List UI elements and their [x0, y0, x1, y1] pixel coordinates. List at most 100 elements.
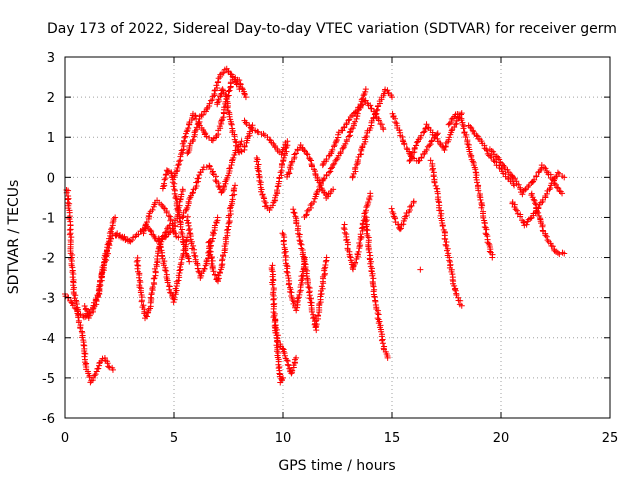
data-point-trace-12	[232, 182, 239, 189]
data-point-trace-12	[214, 276, 221, 283]
data-point-trace-7	[161, 180, 168, 187]
data-point-trace-23	[367, 190, 374, 197]
data-point-trace-12	[210, 268, 217, 275]
data-point-trace-28	[423, 121, 430, 128]
data-point-trace-33	[512, 206, 519, 213]
data-point-trace-35	[417, 266, 424, 273]
data-point-trace-18	[285, 275, 292, 282]
data-point-trace-32	[552, 181, 559, 188]
data-point-trace-21	[327, 168, 334, 175]
chart-title: Day 173 of 2022, Sidereal Day-to-day VTE…	[47, 21, 617, 37]
data-point-trace-20	[322, 258, 329, 265]
data-point-trace-32	[533, 173, 540, 180]
data-point-trace-28	[420, 129, 427, 136]
data-point-trace-20	[306, 289, 313, 296]
data-point-trace-10	[195, 175, 202, 182]
data-point-trace-7	[171, 180, 178, 187]
data-point-trace-33	[552, 174, 559, 181]
data-point-trace-0	[105, 363, 112, 370]
data-point-trace-16	[280, 374, 286, 381]
data-point-trace-21	[358, 96, 365, 103]
y-tick-label: -1	[42, 211, 55, 226]
data-point-trace-8	[181, 134, 188, 141]
y-tick-label: 2	[47, 91, 55, 106]
data-point-trace-27	[388, 205, 395, 212]
data-point-trace-24	[369, 272, 376, 279]
data-point-trace-25	[370, 114, 377, 121]
data-point-trace-32	[555, 185, 562, 192]
data-point-trace-23	[341, 229, 348, 236]
data-point-trace-10	[209, 170, 216, 177]
data-point-trace-25	[355, 156, 362, 163]
data-point-trace-12	[212, 271, 219, 278]
data-point-trace-33	[556, 170, 563, 177]
data-point-trace-20	[296, 237, 303, 244]
data-point-trace-32	[513, 178, 520, 185]
data-point-trace-20	[301, 260, 308, 267]
data-point-trace-10	[230, 154, 237, 161]
data-point-trace-3	[122, 237, 129, 244]
data-point-trace-26	[401, 141, 408, 148]
data-point-trace-27	[410, 198, 417, 205]
data-point-trace-22	[367, 102, 374, 109]
data-point-trace-32	[541, 164, 548, 171]
data-point-trace-20	[300, 253, 307, 260]
data-point-trace-22	[378, 121, 385, 128]
data-point-trace-22	[333, 138, 340, 145]
data-point-trace-26	[423, 147, 430, 154]
x-tick-label: 0	[61, 431, 69, 446]
data-point-trace-30	[459, 121, 466, 128]
data-point-trace-29	[455, 294, 462, 301]
data-point-trace-3	[172, 230, 179, 237]
data-point-trace-6	[171, 294, 178, 301]
data-point-trace-15	[278, 160, 285, 167]
data-point-trace-30	[476, 192, 483, 199]
data-point-trace-0	[80, 342, 87, 349]
data-point-trace-9	[236, 86, 243, 93]
data-point-trace-10	[212, 177, 219, 184]
data-point-trace-14	[243, 120, 250, 127]
data-point-trace-0	[92, 371, 99, 378]
data-point-trace-28	[424, 124, 431, 131]
data-point-trace-23	[346, 253, 353, 260]
data-point-trace-10	[229, 157, 236, 164]
data-point-trace-2	[97, 277, 104, 284]
data-point-trace-0	[77, 325, 84, 332]
data-point-trace-19	[303, 150, 310, 157]
data-point-trace-4	[147, 294, 154, 301]
data-point-trace-10	[238, 138, 245, 145]
data-point-trace-26	[393, 120, 400, 127]
data-point-trace-3	[112, 231, 119, 238]
data-point-trace-21	[326, 169, 333, 176]
data-point-trace-33	[554, 169, 561, 176]
data-point-trace-9	[189, 138, 196, 145]
data-point-trace-23	[361, 210, 368, 217]
data-point-trace-19	[297, 142, 304, 149]
data-point-trace-29	[458, 302, 465, 309]
data-point-trace-9	[184, 150, 191, 157]
data-point-trace-0	[75, 314, 82, 321]
data-point-trace-24	[366, 249, 373, 256]
data-point-trace-25	[363, 133, 370, 140]
data-point-trace-30	[475, 187, 482, 194]
data-point-trace-4	[149, 284, 156, 291]
data-point-trace-8	[175, 162, 182, 169]
data-point-trace-21	[331, 160, 338, 167]
data-point-trace-11	[210, 230, 217, 237]
data-point-trace-7	[163, 171, 170, 178]
data-point-trace-18	[289, 296, 296, 303]
data-point-trace-8	[183, 128, 190, 135]
data-point-trace-11	[201, 265, 208, 272]
data-point-trace-18	[294, 295, 301, 302]
data-point-trace-22	[339, 127, 346, 134]
data-point-trace-20	[297, 240, 304, 247]
data-point-trace-9	[200, 111, 207, 118]
data-point-trace-33	[547, 184, 554, 191]
data-point-trace-11	[185, 227, 192, 234]
data-point-trace-10	[237, 141, 244, 148]
data-point-trace-9	[220, 69, 227, 76]
data-point-trace-14	[242, 119, 249, 126]
data-point-trace-6	[160, 262, 167, 269]
data-point-trace-8	[178, 151, 185, 158]
data-point-trace-15	[256, 177, 263, 184]
